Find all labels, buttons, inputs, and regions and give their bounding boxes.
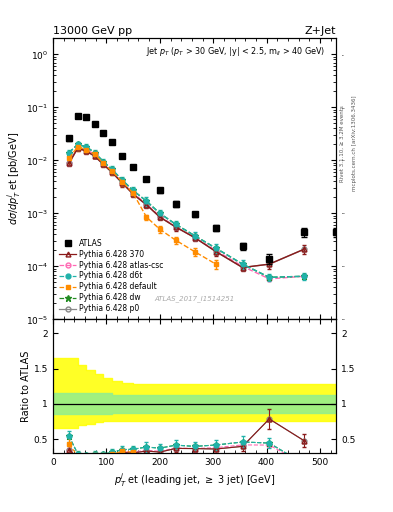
Text: Rivet 3.1.10, ≥ 3.2M events: Rivet 3.1.10, ≥ 3.2M events: [340, 105, 345, 182]
Legend: ATLAS, Pythia 6.428 370, Pythia 6.428 atlas-csc, Pythia 6.428 d6t, Pythia 6.428 : ATLAS, Pythia 6.428 370, Pythia 6.428 at…: [57, 237, 166, 315]
Text: ATLAS_2017_I1514251: ATLAS_2017_I1514251: [154, 296, 235, 303]
Text: 13000 GeV pp: 13000 GeV pp: [53, 26, 132, 36]
X-axis label: $p_T^{j}$ et (leading jet, $\geq$ 3 jet) [GeV]: $p_T^{j}$ et (leading jet, $\geq$ 3 jet)…: [114, 471, 275, 489]
Y-axis label: Ratio to ATLAS: Ratio to ATLAS: [21, 351, 31, 422]
Y-axis label: $d\sigma/dp_T^{j}$ et [pb/GeV]: $d\sigma/dp_T^{j}$ et [pb/GeV]: [5, 132, 23, 225]
Text: Z+Jet: Z+Jet: [305, 26, 336, 36]
Text: mcplots.cern.ch [arXiv:1306.3436]: mcplots.cern.ch [arXiv:1306.3436]: [352, 96, 357, 191]
Text: Jet $p_T$ ($p_T$ > 30 GeV, |y| < 2.5, m$_{ll}$ > 40 GeV): Jet $p_T$ ($p_T$ > 30 GeV, |y| < 2.5, m$…: [147, 46, 326, 58]
